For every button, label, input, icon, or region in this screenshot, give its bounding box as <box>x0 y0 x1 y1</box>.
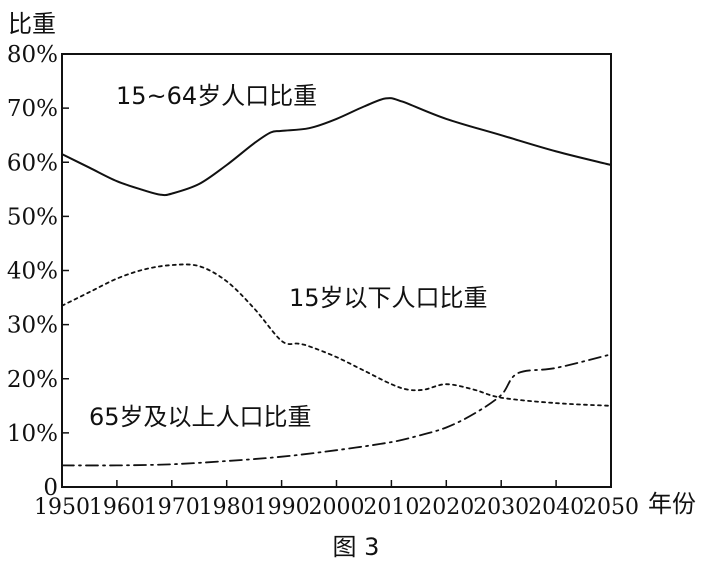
x-tick-label: 2020 <box>418 495 474 520</box>
series-lines <box>61 97 612 467</box>
x-tick-label: 2010 <box>363 495 419 520</box>
x-tick-label: 2030 <box>473 495 529 520</box>
x-tick-label: 2040 <box>528 495 584 520</box>
x-tick-label: 1970 <box>144 495 200 520</box>
x-tick-label: 1980 <box>199 495 255 520</box>
x-tick-label: 1950 <box>34 495 90 520</box>
y-tick-label: 10% <box>7 421 58 447</box>
working-age-line <box>61 97 612 197</box>
y-tick-label: 0 <box>43 475 58 501</box>
x-axis: 1950196019701980199020002010202020302040… <box>34 480 639 520</box>
y-axis: 0 10% 20% 30% 40% 50% 60% 70% 80% <box>7 42 69 501</box>
y-tick-label: 20% <box>7 367 58 393</box>
x-tick-label: 2000 <box>309 495 365 520</box>
y-tick-label: 50% <box>7 204 58 230</box>
series-label-under-15: 15岁以下人口比重 <box>289 284 488 312</box>
over-65-line <box>61 353 612 467</box>
series-label-65-plus: 65岁及以上人口比重 <box>89 403 312 431</box>
x-tick-label: 1960 <box>89 495 145 520</box>
y-tick-label: 70% <box>7 96 58 122</box>
series-label-working-age: 15~64岁人口比重 <box>116 82 317 110</box>
y-tick-label: 80% <box>7 42 58 68</box>
y-tick-label: 60% <box>7 150 58 176</box>
y-tick-label: 30% <box>7 313 58 339</box>
x-tick-label: 1990 <box>254 495 310 520</box>
x-tick-label: 2050 <box>583 495 639 520</box>
y-tick-label: 40% <box>7 259 58 285</box>
x-axis-title: 年份 <box>648 490 696 518</box>
y-axis-title: 比重 <box>8 10 56 38</box>
under-15-line <box>61 263 612 407</box>
figure-caption: 图 3 <box>333 533 380 561</box>
